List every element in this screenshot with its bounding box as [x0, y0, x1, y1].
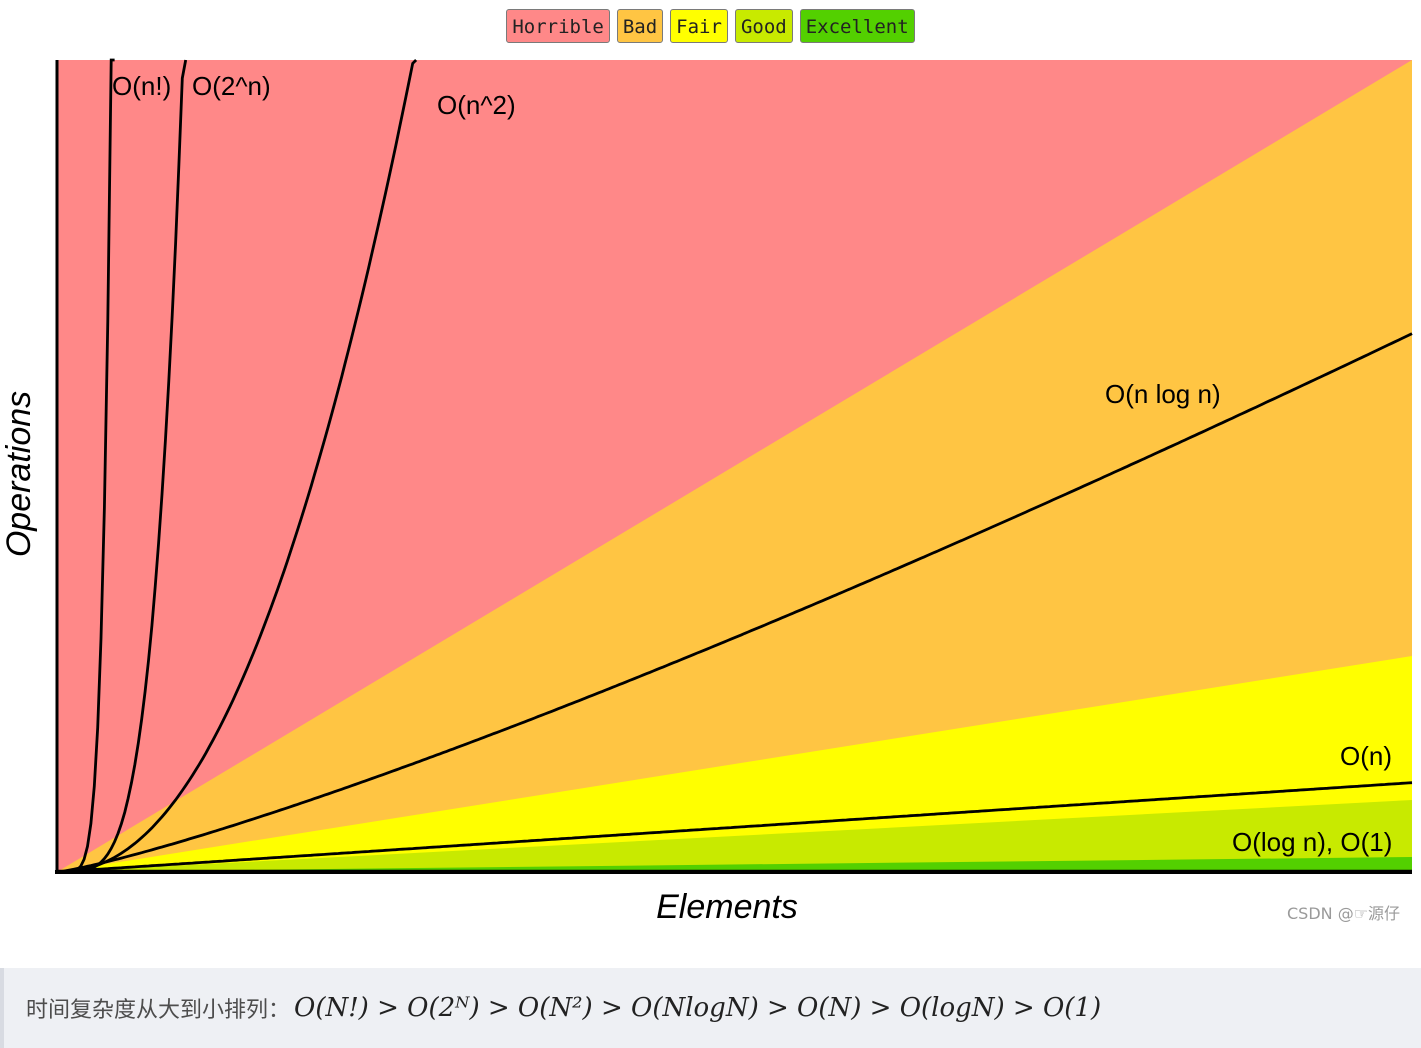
- curve-nlogn: [56, 332, 1413, 874]
- label-exponential: O(2^n): [192, 71, 271, 101]
- region-bad: [57, 60, 1412, 872]
- legend-fair: Fair: [670, 9, 728, 43]
- label-quadratic: O(n^2): [437, 90, 516, 120]
- caption-formula: O(N!) > O(2ᴺ) > O(N²) > O(NlogN) > O(N) …: [294, 993, 1102, 1023]
- chart-axes: [55, 60, 1412, 874]
- complexity-regions: [57, 60, 1412, 872]
- y-axis-title: Operations: [0, 391, 38, 557]
- complexity-chart: O(n!) O(2^n) O(n^2) O(n log n) O(n) O(log n),…: [0, 58, 1413, 926]
- curve-quadratic: [57, 59, 418, 874]
- watermark: CSDN @☞源仔: [1287, 904, 1401, 923]
- label-nlogn: O(n log n): [1105, 379, 1221, 409]
- label-log-constant: O(log n), O(1): [1232, 827, 1392, 857]
- x-axis-title: Elements: [656, 888, 798, 926]
- label-factorial: O(n!): [112, 71, 171, 101]
- region-excellent: [57, 857, 1412, 872]
- curve-linear: [56, 781, 1413, 874]
- complexity-legend: Horrible Bad Fair Good Excellent: [0, 9, 1421, 43]
- legend-bad: Bad: [616, 9, 664, 43]
- legend-horrible: Horrible: [506, 9, 610, 43]
- complexity-caption: 时间复杂度从大到小排列： O(N!) > O(2ᴺ) > O(N²) > O(N…: [0, 968, 1421, 1048]
- legend-good: Good: [734, 9, 793, 43]
- legend-excellent: Excellent: [799, 9, 915, 43]
- caption-prefix: 时间复杂度从大到小排列：: [26, 998, 291, 1023]
- region-good: [57, 800, 1412, 872]
- curve-labels: O(n!) O(2^n) O(n^2) O(n log n) O(n) O(log n),…: [112, 71, 1392, 857]
- label-linear: O(n): [1340, 741, 1392, 771]
